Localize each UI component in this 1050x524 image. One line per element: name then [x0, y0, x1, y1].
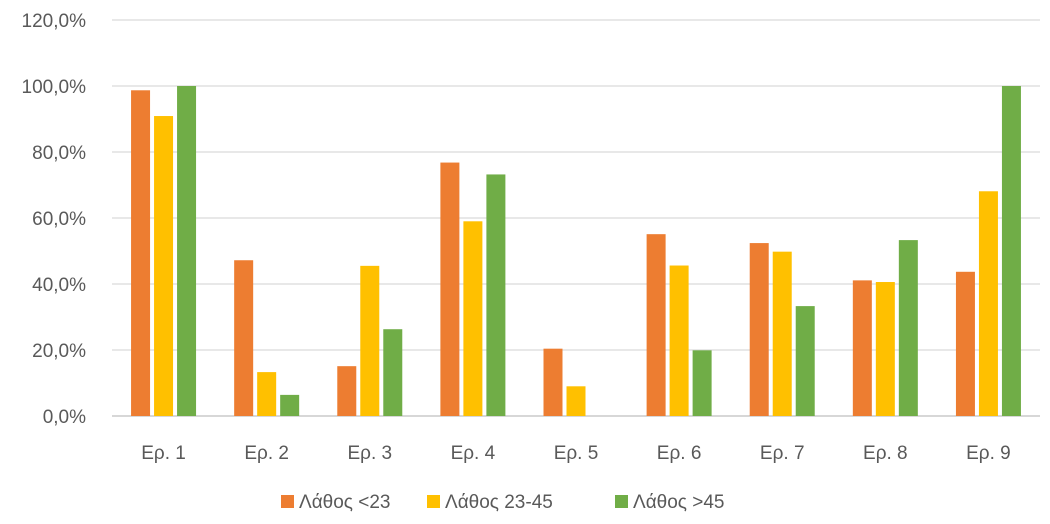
- y-axis: 0,0% 20,0% 40,0% 60,0% 80,0% 100,0% 120,0%: [22, 11, 87, 428]
- x-tick-label: Ερ. 6: [657, 443, 702, 464]
- legend-item: Λάθος >45: [615, 492, 724, 513]
- bars: [131, 86, 1021, 416]
- bar: [383, 329, 403, 416]
- y-tick-label: 100,0%: [22, 77, 87, 98]
- legend-swatch: [427, 495, 440, 508]
- bar: [440, 162, 460, 416]
- bar: [154, 116, 174, 416]
- bar: [360, 265, 380, 416]
- bar: [337, 366, 357, 416]
- bar: [566, 386, 586, 416]
- bar: [1001, 86, 1021, 416]
- legend-item: Λάθος <23: [281, 492, 390, 513]
- bar: [795, 306, 815, 416]
- x-tick-label: Ερ. 3: [347, 443, 392, 464]
- x-tick-label: Ερ. 8: [863, 443, 908, 464]
- x-tick-label: Ερ. 4: [451, 443, 496, 464]
- bar: [646, 234, 666, 416]
- bar: [543, 348, 563, 416]
- bar: [772, 251, 792, 416]
- bar: [177, 86, 197, 416]
- bar: [234, 260, 254, 416]
- bar: [257, 372, 277, 416]
- legend-item: Λάθος 23-45: [427, 492, 553, 513]
- bar: [669, 265, 689, 416]
- bar: [280, 394, 300, 416]
- x-axis: Ερ. 1 Ερ. 2 Ερ. 3 Ερ. 4 Ερ. 5 Ερ. 6 Ερ. 7 Ερ. 8…: [141, 443, 1010, 464]
- y-tick-label: 120,0%: [22, 11, 87, 32]
- bar: [749, 243, 769, 416]
- legend: Λάθος <23 Λάθος 23-45 Λάθος >45: [281, 492, 724, 513]
- y-tick-label: 40,0%: [32, 275, 86, 296]
- bar: [131, 90, 151, 416]
- y-tick-label: 80,0%: [32, 143, 86, 164]
- bar: [486, 174, 506, 416]
- y-tick-label: 0,0%: [43, 407, 86, 428]
- x-tick-label: Ερ. 1: [141, 443, 186, 464]
- x-tick-label: Ερ. 9: [966, 443, 1011, 464]
- legend-swatch: [281, 495, 294, 508]
- legend-label: Λάθος >45: [633, 492, 724, 513]
- bar: [463, 221, 483, 416]
- y-tick-label: 20,0%: [32, 341, 86, 362]
- bar: [978, 191, 998, 416]
- bar: [875, 282, 895, 416]
- y-tick-label: 60,0%: [32, 209, 86, 230]
- legend-swatch: [615, 495, 628, 508]
- gridlines: [112, 19, 1040, 417]
- bar: [955, 271, 975, 416]
- legend-label: Λάθος 23-45: [445, 492, 553, 513]
- bar: [898, 240, 918, 416]
- x-tick-label: Ερ. 5: [554, 443, 599, 464]
- bar: [852, 280, 872, 416]
- legend-label: Λάθος <23: [299, 492, 390, 513]
- x-tick-label: Ερ. 7: [760, 443, 805, 464]
- bar: [692, 350, 712, 416]
- x-tick-label: Ερ. 2: [244, 443, 289, 464]
